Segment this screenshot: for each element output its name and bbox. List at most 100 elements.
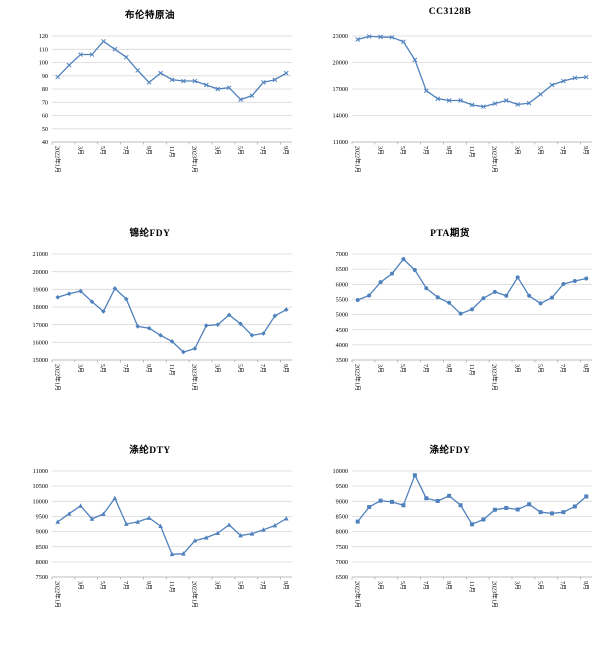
y-axis-tick-label: 7500 bbox=[336, 544, 348, 551]
chart-plot-polyester-dty: 7500 8000 8500 9000 9500 10000 10500 11000 2022年… bbox=[33, 468, 292, 608]
y-axis-tick-label: 120 bbox=[39, 33, 48, 40]
y-axis-tick-label: 70 bbox=[42, 99, 48, 106]
data-point-marker-circle bbox=[504, 293, 509, 298]
data-point-marker-square bbox=[515, 507, 520, 512]
x-axis-tick-label: 3月 bbox=[214, 581, 221, 590]
y-axis-tick-label: 9500 bbox=[36, 514, 48, 521]
data-point-marker-x bbox=[378, 34, 383, 40]
x-axis-tick-label: 3月 bbox=[76, 146, 83, 155]
y-axis-tick-label: 8000 bbox=[36, 559, 48, 566]
y-axis-tick-label: 10500 bbox=[33, 483, 48, 490]
x-axis-tick-label: 9月 bbox=[145, 364, 152, 373]
data-point-marker-triangle bbox=[283, 516, 289, 521]
data-point-marker-diamond bbox=[283, 307, 289, 312]
y-axis-tick-label: 50 bbox=[42, 126, 48, 133]
x-axis-tick-label: 7月 bbox=[259, 581, 266, 590]
x-axis-tick-label: 3月 bbox=[514, 581, 521, 590]
y-axis-tick-label: 4500 bbox=[336, 327, 348, 334]
data-point-marker-diamond bbox=[192, 346, 198, 351]
y-axis-tick-label: 6000 bbox=[336, 281, 348, 288]
data-point-marker-circle bbox=[584, 276, 589, 281]
data-point-marker-x bbox=[355, 37, 361, 42]
data-point-marker-diamond bbox=[261, 331, 266, 336]
x-axis-tick-label: 5月 bbox=[99, 146, 106, 155]
data-point-marker-circle bbox=[538, 301, 543, 306]
data-point-marker-x bbox=[389, 34, 395, 40]
chart-title-nylon-fdy: 锦纶FDY bbox=[129, 229, 171, 239]
data-point-marker-x bbox=[423, 88, 429, 94]
chart-polyester-fdy: 涤纶FDY 6500 7000 7500 8000 8500 9000 9500 10000 2… bbox=[300, 435, 600, 652]
y-axis-tick-label: 14000 bbox=[333, 113, 348, 120]
data-point-marker-triangle bbox=[249, 531, 255, 536]
x-axis-tick-label: 9月 bbox=[145, 581, 152, 590]
data-point-marker-square bbox=[435, 498, 440, 503]
chart-brent-crude: 布伦特原油 40 50 60 70 80 90 100 110 120 2022年1月 3月 5月 7月… bbox=[0, 0, 300, 218]
data-point-marker-triangle bbox=[215, 530, 221, 535]
y-axis-tick-label: 10000 bbox=[333, 468, 348, 475]
data-point-marker-x bbox=[526, 100, 532, 106]
x-axis-tick-label: 3月 bbox=[214, 364, 221, 373]
x-axis-tick-label: 7月 bbox=[559, 581, 566, 590]
y-axis-tick-label: 8000 bbox=[336, 529, 348, 536]
x-axis-tick-label: 11月 bbox=[468, 146, 475, 158]
y-axis-tick-label: 6500 bbox=[336, 574, 348, 581]
chart-cc3128b: CC3128B 11000 14000 17000 20000 23000 2022年1月… bbox=[300, 0, 600, 218]
chart-title-polyester-dty: 涤纶DTY bbox=[129, 446, 171, 456]
data-point-marker-x bbox=[272, 77, 278, 83]
x-axis-tick-label: 2023年1月 bbox=[491, 581, 499, 608]
y-axis-tick-label: 19000 bbox=[33, 286, 48, 293]
data-point-marker-x bbox=[123, 54, 129, 60]
x-axis-tick-label: 2023年1月 bbox=[191, 146, 199, 173]
data-point-marker-square bbox=[572, 504, 577, 509]
data-point-marker-x bbox=[538, 91, 543, 97]
data-point-marker-triangle bbox=[55, 519, 61, 524]
x-axis-tick-label: 5月 bbox=[236, 146, 243, 155]
y-axis-tick-label: 17000 bbox=[333, 86, 348, 93]
data-point-marker-x bbox=[215, 86, 221, 92]
chart-title-brent-crude: 布伦特原油 bbox=[124, 11, 175, 21]
data-point-marker-x bbox=[203, 82, 209, 88]
y-axis-tick-label: 23000 bbox=[333, 33, 348, 40]
chart-title-polyester-fdy: 涤纶FDY bbox=[429, 446, 471, 456]
data-point-marker-x bbox=[458, 98, 463, 103]
x-axis-tick-label: 11月 bbox=[168, 581, 175, 593]
data-point-marker-x bbox=[78, 52, 83, 57]
data-point-marker-square bbox=[458, 503, 463, 508]
data-point-marker-x bbox=[401, 39, 406, 45]
y-axis-tick-label: 8500 bbox=[36, 544, 48, 551]
x-axis-tick-label: 7月 bbox=[122, 364, 129, 373]
x-axis-tick-label: 9月 bbox=[282, 146, 289, 155]
data-point-marker-circle bbox=[401, 257, 406, 262]
x-axis-tick-label: 9月 bbox=[445, 364, 452, 373]
data-point-marker-x bbox=[435, 96, 441, 102]
y-axis-tick-label: 4000 bbox=[336, 342, 348, 349]
data-point-marker-x bbox=[572, 75, 578, 81]
data-point-marker-x bbox=[492, 101, 498, 106]
data-point-marker-x bbox=[101, 38, 106, 44]
y-axis-tick-label: 9000 bbox=[36, 529, 48, 536]
x-axis-tick-label: 3月 bbox=[376, 146, 383, 155]
data-point-marker-triangle bbox=[181, 551, 186, 556]
series-line bbox=[357, 35, 587, 108]
y-axis-tick-label: 90 bbox=[42, 73, 48, 80]
data-point-marker-triangle bbox=[158, 523, 163, 529]
data-point-marker-square bbox=[470, 522, 474, 527]
data-point-marker-circle bbox=[470, 307, 474, 312]
data-point-marker-x bbox=[412, 57, 418, 63]
data-point-marker-x bbox=[192, 78, 198, 84]
x-axis-tick-label: 5月 bbox=[399, 146, 406, 155]
data-point-marker-x bbox=[561, 78, 566, 84]
x-axis-tick-label: 2022年1月 bbox=[54, 581, 62, 608]
data-point-marker-x bbox=[283, 70, 289, 76]
data-point-marker-x bbox=[112, 46, 118, 52]
y-axis-tick-label: 21000 bbox=[33, 251, 48, 258]
y-axis-tick-label: 7000 bbox=[336, 559, 348, 566]
x-axis-tick-label: 7月 bbox=[422, 581, 429, 590]
data-point-marker-x bbox=[135, 68, 141, 73]
y-axis-tick-label: 9000 bbox=[336, 498, 348, 505]
x-axis-tick-label: 2022年1月 bbox=[354, 364, 362, 391]
data-point-marker-triangle bbox=[112, 495, 118, 501]
y-axis-tick-label: 9500 bbox=[336, 483, 348, 490]
x-axis-tick-label: 5月 bbox=[536, 581, 543, 590]
x-axis-tick-label: 9月 bbox=[582, 364, 589, 373]
